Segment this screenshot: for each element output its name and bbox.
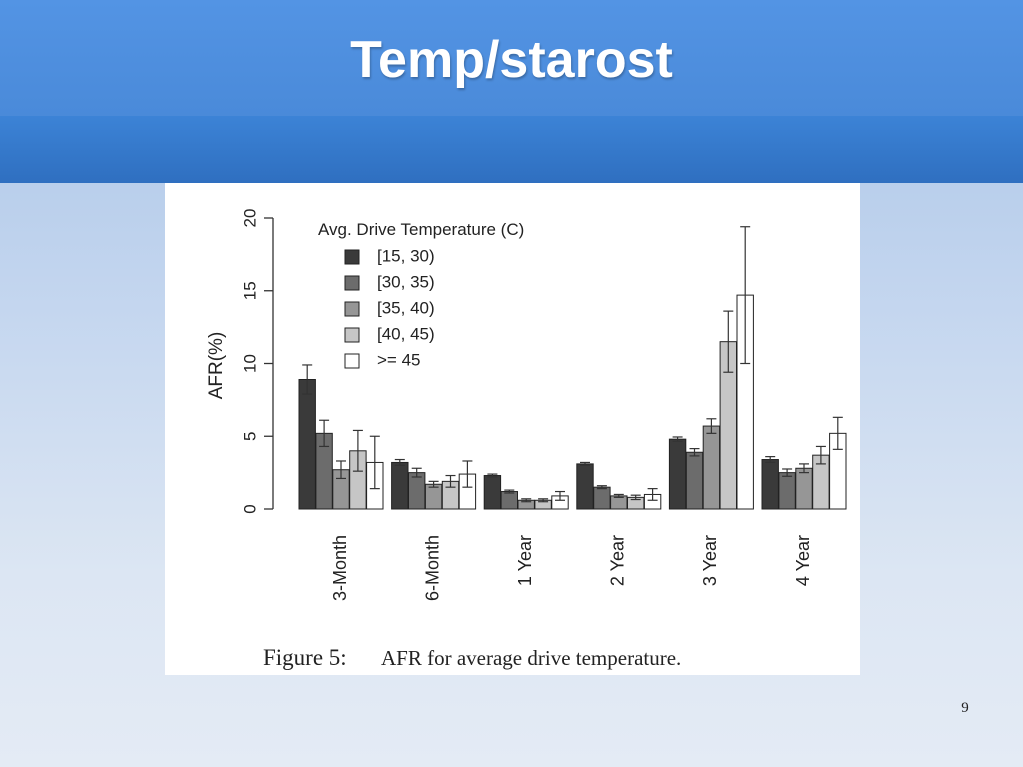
legend: Avg. Drive Temperature (C) [15, 30) [30, … bbox=[318, 220, 524, 369]
figure-caption-label: Figure 5: bbox=[263, 645, 347, 670]
bar bbox=[391, 461, 409, 510]
bar bbox=[424, 483, 443, 510]
x-tick-label: 4 Year bbox=[793, 535, 813, 586]
legend-swatch bbox=[344, 301, 360, 317]
bar bbox=[702, 425, 721, 510]
figure-panel: 0 5 10 15 20 AFR(%) 3-Month 6-Month 1 Year 2 Ye… bbox=[165, 183, 860, 675]
y-tick-label: 0 bbox=[240, 504, 259, 513]
legend-label: [40, 45) bbox=[377, 324, 435, 343]
title-bar bbox=[0, 0, 1023, 116]
legend-swatch bbox=[344, 327, 360, 343]
y-tick-label: 20 bbox=[240, 209, 259, 228]
y-tick-label: 10 bbox=[240, 354, 259, 373]
legend-swatch bbox=[344, 353, 360, 369]
page-number: 9 bbox=[961, 700, 969, 716]
x-tick-label: 3-Month bbox=[330, 535, 350, 601]
legend-label: >= 45 bbox=[377, 350, 421, 369]
x-tick-label: 2 Year bbox=[608, 535, 628, 586]
x-tick-label: 1 Year bbox=[515, 535, 535, 586]
legend-label: [35, 40) bbox=[377, 298, 435, 317]
x-tick-label: 6-Month bbox=[422, 535, 442, 601]
bar bbox=[298, 379, 316, 510]
bar bbox=[576, 463, 594, 510]
legend-swatch bbox=[344, 249, 360, 265]
legend-swatch bbox=[344, 275, 360, 291]
bar bbox=[483, 475, 502, 510]
y-axis: 0 5 10 15 20 bbox=[240, 209, 274, 514]
bar bbox=[668, 438, 687, 510]
slide-title: Temp/starost bbox=[350, 31, 673, 89]
afr-bar-chart: 0 5 10 15 20 AFR(%) 3-Month 6-Month 1 Year 2 Ye… bbox=[206, 209, 847, 670]
figure-caption-text: AFR for average drive temperature. bbox=[381, 646, 681, 670]
x-tick-label: 3 Year bbox=[700, 535, 720, 586]
bar bbox=[795, 467, 813, 510]
bar bbox=[408, 472, 426, 510]
bar bbox=[593, 486, 611, 510]
y-tick-label: 5 bbox=[240, 432, 259, 441]
bar bbox=[761, 459, 779, 510]
y-tick-label: 15 bbox=[240, 281, 259, 300]
title-band bbox=[0, 116, 1023, 183]
bars bbox=[298, 226, 847, 510]
legend-label: [15, 30) bbox=[377, 246, 435, 265]
bar bbox=[685, 451, 704, 510]
y-axis-label: AFR(%) bbox=[206, 332, 227, 400]
legend-label: [30, 35) bbox=[377, 272, 435, 291]
legend-title: Avg. Drive Temperature (C) bbox=[318, 220, 524, 239]
bar bbox=[500, 491, 519, 510]
bar bbox=[778, 472, 796, 510]
x-tick-labels: 3-Month 6-Month 1 Year 2 Year 3 Year 4 Year bbox=[330, 535, 813, 601]
